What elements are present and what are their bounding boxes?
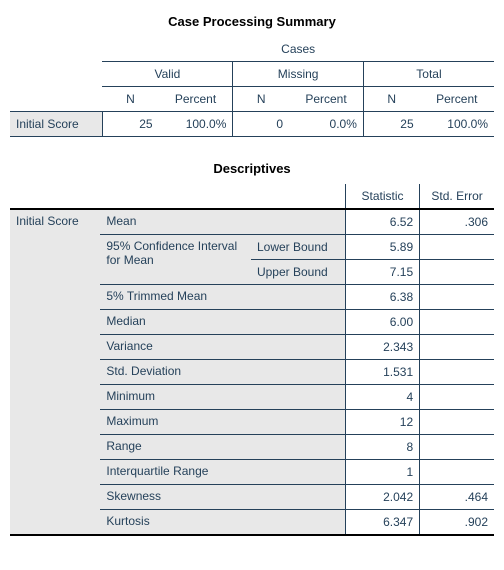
desc-kurt-stat: 6.347 bbox=[345, 510, 419, 536]
cps-col-pct: Percent bbox=[159, 87, 233, 112]
cps-table: Cases Valid Missing Total N Percent N Pe… bbox=[10, 37, 494, 137]
desc-lb-stat: 5.89 bbox=[345, 235, 419, 260]
cps-col-n: N bbox=[102, 87, 158, 112]
desc-median-stat: 6.00 bbox=[345, 310, 419, 335]
cps-total-n: 25 bbox=[363, 112, 419, 137]
desc-range-stat: 8 bbox=[345, 435, 419, 460]
cps-super: Cases bbox=[102, 37, 494, 62]
desc-title: Descriptives bbox=[10, 161, 494, 176]
desc-variance-stat: 2.343 bbox=[345, 335, 419, 360]
cps-miss-n: 0 bbox=[233, 112, 289, 137]
desc-trim-stat: 6.38 bbox=[345, 285, 419, 310]
cps-col-pct: Percent bbox=[289, 87, 363, 112]
desc-table: Statistic Std. Error Initial Score Mean … bbox=[10, 184, 494, 536]
desc-max-se bbox=[420, 410, 494, 435]
desc-col-stat: Statistic bbox=[345, 184, 419, 209]
desc-sd-stat: 1.531 bbox=[345, 360, 419, 385]
desc-ub-stat: 7.15 bbox=[345, 260, 419, 285]
desc-iqr-se bbox=[420, 460, 494, 485]
desc-lab-trim: 5% Trimmed Mean bbox=[100, 285, 345, 310]
cps-valid-n: 25 bbox=[102, 112, 158, 137]
cps-valid-pct: 100.0% bbox=[159, 112, 233, 137]
desc-lab-skew: Skewness bbox=[100, 485, 345, 510]
desc-median-se bbox=[420, 310, 494, 335]
cps-grp-total: Total bbox=[363, 62, 494, 87]
desc-iqr-stat: 1 bbox=[345, 460, 419, 485]
desc-variance-se bbox=[420, 335, 494, 360]
cps-miss-pct: 0.0% bbox=[289, 112, 363, 137]
cps-grp-missing: Missing bbox=[233, 62, 364, 87]
cps-rowlabel: Initial Score bbox=[10, 112, 102, 137]
desc-lab-min: Minimum bbox=[100, 385, 345, 410]
desc-lab-iqr: Interquartile Range bbox=[100, 460, 345, 485]
desc-min-stat: 4 bbox=[345, 385, 419, 410]
desc-lab-lb: Lower Bound bbox=[251, 235, 345, 260]
desc-min-se bbox=[420, 385, 494, 410]
desc-ub-se bbox=[420, 260, 494, 285]
cps-col-n: N bbox=[363, 87, 419, 112]
desc-skew-stat: 2.042 bbox=[345, 485, 419, 510]
desc-lab-median: Median bbox=[100, 310, 345, 335]
desc-lab-ci: 95% Confidence Interval for Mean bbox=[100, 235, 251, 285]
desc-lb-se bbox=[420, 235, 494, 260]
desc-lab-mean: Mean bbox=[100, 209, 345, 235]
desc-lab-sd: Std. Deviation bbox=[100, 360, 345, 385]
desc-range-se bbox=[420, 435, 494, 460]
desc-skew-se: .464 bbox=[420, 485, 494, 510]
desc-mean-se: .306 bbox=[420, 209, 494, 235]
cps-col-pct: Percent bbox=[420, 87, 494, 112]
cps-col-n: N bbox=[233, 87, 289, 112]
desc-kurt-se: .902 bbox=[420, 510, 494, 536]
cps-total-pct: 100.0% bbox=[420, 112, 494, 137]
desc-lab-ub: Upper Bound bbox=[251, 260, 345, 285]
desc-lab-max: Maximum bbox=[100, 410, 345, 435]
desc-lab-variance: Variance bbox=[100, 335, 345, 360]
desc-var: Initial Score bbox=[10, 209, 100, 535]
desc-lab-range: Range bbox=[100, 435, 345, 460]
desc-max-stat: 12 bbox=[345, 410, 419, 435]
cps-grp-valid: Valid bbox=[102, 62, 233, 87]
desc-col-se: Std. Error bbox=[420, 184, 494, 209]
cps-title: Case Processing Summary bbox=[10, 14, 494, 29]
desc-lab-kurt: Kurtosis bbox=[100, 510, 345, 536]
desc-sd-se bbox=[420, 360, 494, 385]
desc-trim-se bbox=[420, 285, 494, 310]
desc-mean-stat: 6.52 bbox=[345, 209, 419, 235]
